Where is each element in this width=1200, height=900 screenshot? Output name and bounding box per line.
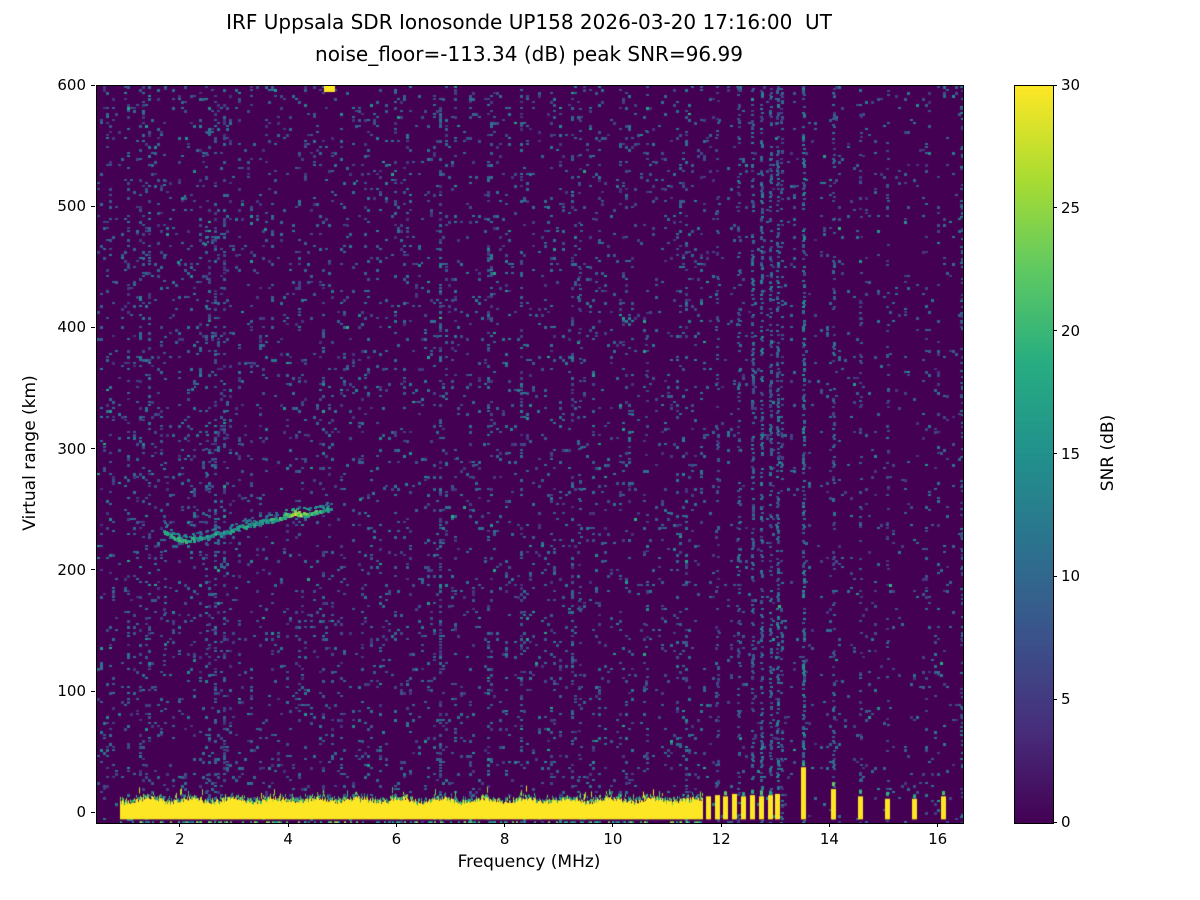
y-tick-mark: [91, 84, 95, 86]
x-tick-label: 14: [819, 830, 839, 848]
ionogram-heatmap: [96, 85, 964, 824]
y-tick-label: 400: [57, 318, 86, 337]
x-tick-label: 10: [603, 830, 623, 848]
y-tick-label: 200: [57, 560, 86, 579]
x-tick-mark: [937, 823, 939, 827]
colorbar-tick-mark: [1053, 207, 1057, 209]
x-tick-label: 2: [175, 830, 185, 848]
chart-title: IRF Uppsala SDR Ionosonde UP158 2026-03-…: [226, 10, 832, 34]
x-tick-label: 4: [283, 830, 293, 848]
y-tick-label: 100: [57, 682, 86, 701]
x-tick-mark: [720, 823, 722, 827]
x-tick-mark: [828, 823, 830, 827]
y-tick-mark: [91, 205, 95, 207]
x-tick-label: 6: [391, 830, 402, 848]
y-tick-label: 0: [76, 803, 86, 822]
colorbar-tick-label: 15: [1061, 444, 1081, 463]
y-tick-label: 500: [57, 197, 86, 216]
colorbar-tick-mark: [1053, 84, 1057, 86]
colorbar-tick-label: 5: [1061, 690, 1071, 709]
colorbar-tick-mark: [1053, 698, 1057, 700]
colorbar-tick-label: 25: [1061, 198, 1081, 217]
x-tick-mark: [287, 823, 289, 827]
chart-subtitle: noise_floor=-113.34 (dB) peak SNR=96.99: [315, 42, 743, 66]
y-tick-mark: [91, 690, 95, 692]
x-tick-mark: [504, 823, 506, 827]
x-tick-mark: [612, 823, 614, 827]
colorbar-tick-mark: [1053, 330, 1057, 332]
x-tick-mark: [395, 823, 397, 827]
colorbar-tick-label: 30: [1061, 76, 1081, 94]
colorbar: [1014, 85, 1054, 824]
y-axis-label: Virtual range (km): [20, 375, 40, 531]
y-tick-label: 300: [57, 439, 86, 458]
x-tick-label: 16: [928, 830, 948, 848]
colorbar-tick-label: 20: [1061, 321, 1081, 340]
colorbar-tick-label: 10: [1061, 567, 1081, 586]
colorbar-tick-mark: [1053, 575, 1057, 577]
y-tick-label: 600: [57, 76, 86, 94]
y-tick-mark: [91, 811, 95, 813]
x-tick-label: 8: [499, 830, 510, 848]
y-tick-mark: [91, 569, 95, 571]
y-tick-mark: [91, 448, 95, 450]
x-tick-mark: [179, 823, 181, 827]
colorbar-tick-mark: [1053, 821, 1057, 823]
colorbar-label: SNR (dB): [1098, 414, 1118, 492]
colorbar-tick-label: 0: [1061, 813, 1071, 831]
y-tick-mark: [91, 326, 95, 328]
x-axis-label: Frequency (MHz): [457, 852, 601, 872]
x-tick-label: 12: [711, 830, 731, 848]
colorbar-tick-mark: [1053, 453, 1057, 454]
